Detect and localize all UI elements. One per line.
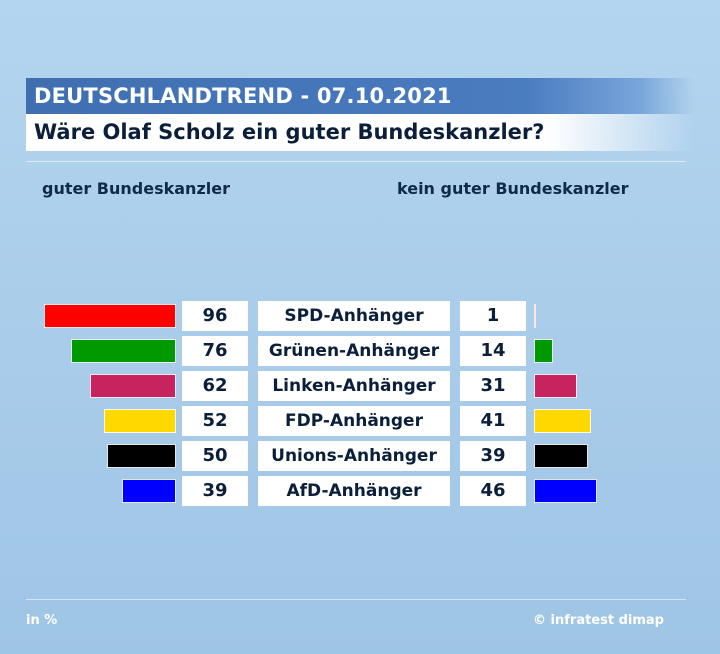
bar-guter-bundeskanzler [90, 374, 176, 398]
divider-top [26, 161, 686, 162]
chart-row: 96 SPD-Anhänger 1 [0, 301, 720, 331]
bar-guter-bundeskanzler [122, 479, 176, 503]
value-label-left: 76 [182, 336, 248, 366]
value-label-left: 96 [182, 301, 248, 331]
value-label-right: 14 [460, 336, 526, 366]
bar-kein-guter-bundeskanzler [534, 444, 588, 468]
divider-bottom [26, 599, 686, 600]
bar-guter-bundeskanzler [107, 444, 176, 468]
chart-row: 52 FDP-Anhänger 41 [0, 406, 720, 436]
category-label: Unions-Anhänger [258, 441, 450, 471]
question-bar [26, 114, 694, 151]
chart-title: DEUTSCHLANDTREND - 07.10.2021 [34, 84, 452, 108]
category-label: Grünen-Anhänger [258, 336, 450, 366]
source-note: © infratest dimap [533, 613, 664, 628]
chart-row: 39 AfD-Anhänger 46 [0, 476, 720, 506]
value-label-left: 50 [182, 441, 248, 471]
category-label: AfD-Anhänger [258, 476, 450, 506]
category-label: Linken-Anhänger [258, 371, 450, 401]
value-label-right: 31 [460, 371, 526, 401]
value-label-right: 41 [460, 406, 526, 436]
bar-guter-bundeskanzler [71, 339, 176, 363]
bar-guter-bundeskanzler [104, 409, 176, 433]
bar-kein-guter-bundeskanzler [534, 339, 554, 363]
left-column-label: guter Bundeskanzler [42, 179, 230, 198]
category-label: SPD-Anhänger [258, 301, 450, 331]
bar-kein-guter-bundeskanzler [534, 374, 577, 398]
value-label-right: 39 [460, 441, 526, 471]
bar-kein-guter-bundeskanzler [534, 409, 591, 433]
value-label-left: 39 [182, 476, 248, 506]
value-label-right: 1 [460, 301, 526, 331]
value-label-right: 46 [460, 476, 526, 506]
bar-kein-guter-bundeskanzler [534, 479, 598, 503]
value-label-left: 62 [182, 371, 248, 401]
chart-question: Wäre Olaf Scholz ein guter Bundeskanzler… [34, 120, 545, 144]
header-bar [26, 78, 694, 114]
right-column-label: kein guter Bundeskanzler [397, 179, 629, 198]
bar-kein-guter-bundeskanzler [534, 304, 536, 328]
bar-guter-bundeskanzler [43, 304, 176, 328]
category-label: FDP-Anhänger [258, 406, 450, 436]
chart-row: 76 Grünen-Anhänger 14 [0, 336, 720, 366]
value-label-left: 52 [182, 406, 248, 436]
unit-note: in % [26, 613, 58, 628]
chart-row: 62 Linken-Anhänger 31 [0, 371, 720, 401]
chart-row: 50 Unions-Anhänger 39 [0, 441, 720, 471]
